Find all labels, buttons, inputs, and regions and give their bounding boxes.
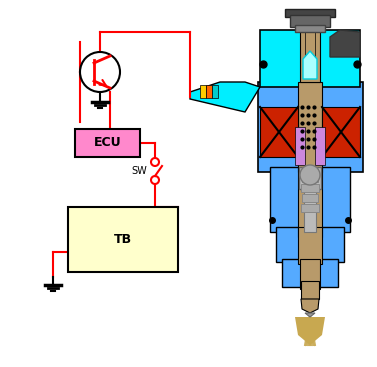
Bar <box>315 127 325 165</box>
Bar <box>302 194 318 202</box>
Bar <box>260 30 360 87</box>
Bar <box>301 204 319 212</box>
Bar <box>260 107 298 157</box>
Bar <box>295 25 325 32</box>
Bar <box>295 127 305 165</box>
Circle shape <box>300 165 320 185</box>
Bar <box>298 167 322 237</box>
Bar <box>298 82 322 172</box>
Circle shape <box>80 52 120 92</box>
Bar <box>305 32 315 77</box>
Bar <box>299 167 321 189</box>
Polygon shape <box>301 299 319 313</box>
Bar <box>290 15 330 27</box>
Polygon shape <box>305 313 315 317</box>
Polygon shape <box>303 51 317 79</box>
Polygon shape <box>330 30 360 57</box>
Text: ECU: ECU <box>94 137 121 149</box>
Bar <box>276 227 344 262</box>
Bar <box>301 281 319 299</box>
Circle shape <box>151 176 159 184</box>
Bar <box>304 172 316 232</box>
Bar <box>298 227 322 264</box>
Bar <box>300 30 320 82</box>
Polygon shape <box>200 85 206 98</box>
Polygon shape <box>212 85 218 98</box>
Bar <box>75 129 140 157</box>
Text: SW: SW <box>131 166 147 176</box>
Bar <box>301 184 319 192</box>
Circle shape <box>151 158 159 166</box>
Bar <box>302 174 318 182</box>
Polygon shape <box>206 85 212 98</box>
Bar <box>258 82 363 172</box>
Bar <box>322 107 360 157</box>
Polygon shape <box>190 82 260 112</box>
Bar <box>285 9 335 17</box>
Text: TB: TB <box>114 233 132 246</box>
Polygon shape <box>295 317 325 345</box>
Bar <box>270 167 350 232</box>
Bar <box>68 207 178 272</box>
Bar <box>300 259 320 289</box>
Bar <box>282 259 338 287</box>
